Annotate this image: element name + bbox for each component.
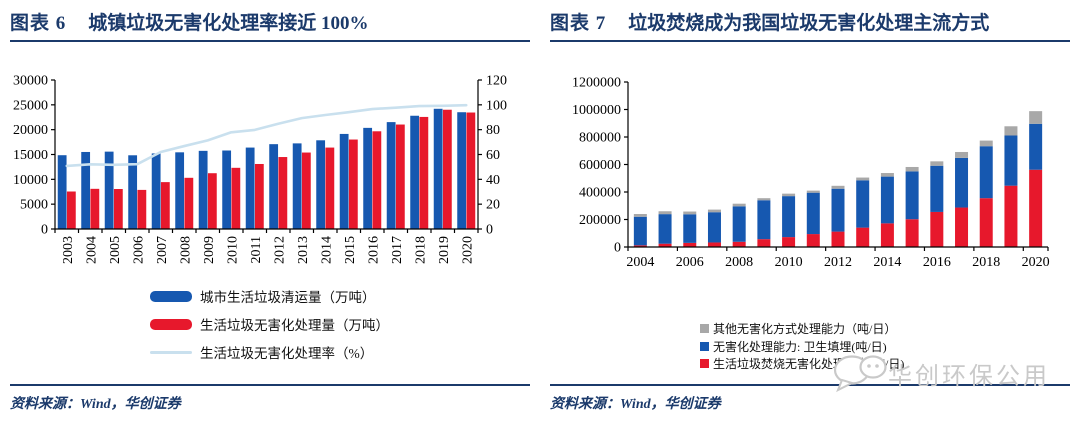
legend-item-harmless-rate: 生活垃圾无害化处理率（%） — [150, 338, 389, 366]
svg-text:0: 0 — [41, 223, 48, 238]
svg-text:2014: 2014 — [873, 255, 901, 270]
blue-bar-swatch — [150, 290, 192, 302]
svg-text:2008: 2008 — [178, 236, 193, 264]
svg-text:600000: 600000 — [579, 158, 621, 173]
figure6-tag: 图表 6 — [10, 13, 67, 34]
figure7-tag: 图表 7 — [550, 13, 607, 34]
figure7-title: 图表 7 垃圾焚烧成为我国垃圾无害化处理主流方式 — [550, 8, 989, 36]
figure6-title-divider — [10, 40, 530, 42]
figure7-title-text: 垃圾焚烧成为我国垃圾无害化处理主流方式 — [628, 13, 990, 34]
svg-text:2004: 2004 — [626, 255, 654, 270]
svg-text:2020: 2020 — [1022, 255, 1050, 270]
legend-label: 生活垃圾无害化处理量（万吨） — [200, 318, 389, 333]
svg-text:25000: 25000 — [13, 98, 48, 113]
svg-text:2014: 2014 — [319, 236, 334, 264]
line-swatch — [150, 350, 192, 354]
svg-text:0: 0 — [614, 241, 621, 256]
svg-text:2015: 2015 — [343, 236, 358, 264]
svg-text:400000: 400000 — [579, 186, 621, 201]
svg-text:5000: 5000 — [20, 198, 48, 213]
svg-text:20: 20 — [486, 198, 500, 213]
svg-text:2017: 2017 — [390, 236, 405, 264]
legend-item-landfill: 无害化处理能力: 卫生填埋(吨/日) — [700, 338, 904, 356]
svg-text:1200000: 1200000 — [572, 76, 621, 91]
legend-item-other: 其他无害化方式处理能力（吨/日） — [700, 320, 904, 338]
svg-text:2004: 2004 — [84, 236, 99, 264]
svg-text:2011: 2011 — [249, 236, 264, 263]
svg-text:2006: 2006 — [676, 255, 704, 270]
figure6-source: 资料来源：Wind，华创证券 — [10, 397, 181, 412]
svg-text:2010: 2010 — [225, 236, 240, 264]
svg-text:10000: 10000 — [13, 173, 48, 188]
legend-item-clearance: 城市生活垃圾清运量（万吨） — [150, 282, 389, 310]
blue-bar-swatch — [700, 341, 709, 351]
svg-text:15000: 15000 — [13, 148, 48, 163]
svg-text:2005: 2005 — [108, 236, 123, 264]
svg-text:2010: 2010 — [775, 255, 803, 270]
svg-text:2012: 2012 — [824, 255, 852, 270]
figure6-combo-chart: 0 5000 10000 15000 20000 25000 30000 0 20 40 60 80 1… — [13, 74, 507, 265]
svg-text:2003: 2003 — [61, 236, 76, 264]
figure6-bottom-divider — [10, 384, 530, 386]
figure7-legend: 其他无害化方式处理能力（吨/日） 无害化处理能力: 卫生填埋(吨/日) 生活垃圾… — [700, 320, 904, 373]
svg-text:20000: 20000 — [13, 123, 48, 138]
figure7-title-divider — [550, 40, 1070, 42]
svg-text:40: 40 — [486, 173, 500, 188]
figure7-bottom-divider — [550, 384, 1070, 386]
svg-text:120: 120 — [486, 74, 507, 89]
legend-label: 无害化处理能力: 卫生填埋(吨/日) — [713, 339, 887, 354]
svg-text:2006: 2006 — [131, 236, 146, 264]
figure7-stacked-bar-chart: 0 200000 400000 600000 800000 1000000 1200000 2… — [572, 76, 1050, 271]
legend-label: 其他无害化方式处理能力（吨/日） — [713, 322, 897, 337]
svg-text:0: 0 — [486, 223, 493, 238]
svg-text:80: 80 — [486, 123, 500, 138]
gray-bar-swatch — [700, 324, 709, 334]
svg-text:2013: 2013 — [296, 236, 311, 264]
figure6-title: 图表 6 城镇垃圾无害化处理率接近 100% — [10, 8, 369, 36]
svg-text:2020: 2020 — [460, 236, 475, 264]
svg-text:2007: 2007 — [155, 236, 170, 264]
svg-text:2019: 2019 — [437, 236, 452, 264]
legend-label: 生活垃圾无害化处理率（%） — [200, 346, 374, 361]
svg-text:60: 60 — [486, 148, 500, 163]
svg-text:2016: 2016 — [366, 236, 381, 264]
figure6-legend: 城市生活垃圾清运量（万吨） 生活垃圾无害化处理量（万吨） 生活垃圾无害化处理率（… — [150, 282, 389, 366]
svg-text:2018: 2018 — [972, 255, 1000, 270]
svg-text:200000: 200000 — [579, 213, 621, 228]
figure6-title-text: 城镇垃圾无害化处理率接近 100% — [88, 13, 369, 34]
legend-item-incineration: 生活垃圾焚烧无害化处理能力(吨/日) — [700, 355, 904, 373]
red-bar-swatch — [700, 359, 709, 369]
red-bar-swatch — [150, 318, 192, 330]
figure7-source: 资料来源：Wind，华创证券 — [550, 397, 721, 412]
svg-text:2016: 2016 — [923, 255, 951, 270]
legend-item-harmless-volume: 生活垃圾无害化处理量（万吨） — [150, 310, 389, 338]
svg-text:2008: 2008 — [725, 255, 753, 270]
svg-text:1000000: 1000000 — [572, 103, 621, 118]
legend-label: 生活垃圾焚烧无害化处理能力(吨/日) — [713, 357, 905, 372]
svg-text:2009: 2009 — [202, 236, 217, 264]
svg-text:2012: 2012 — [272, 236, 287, 264]
svg-text:100: 100 — [486, 98, 507, 113]
svg-text:2018: 2018 — [413, 236, 428, 264]
svg-text:800000: 800000 — [579, 131, 621, 146]
legend-label: 城市生活垃圾清运量（万吨） — [200, 290, 376, 305]
svg-text:30000: 30000 — [13, 74, 48, 89]
